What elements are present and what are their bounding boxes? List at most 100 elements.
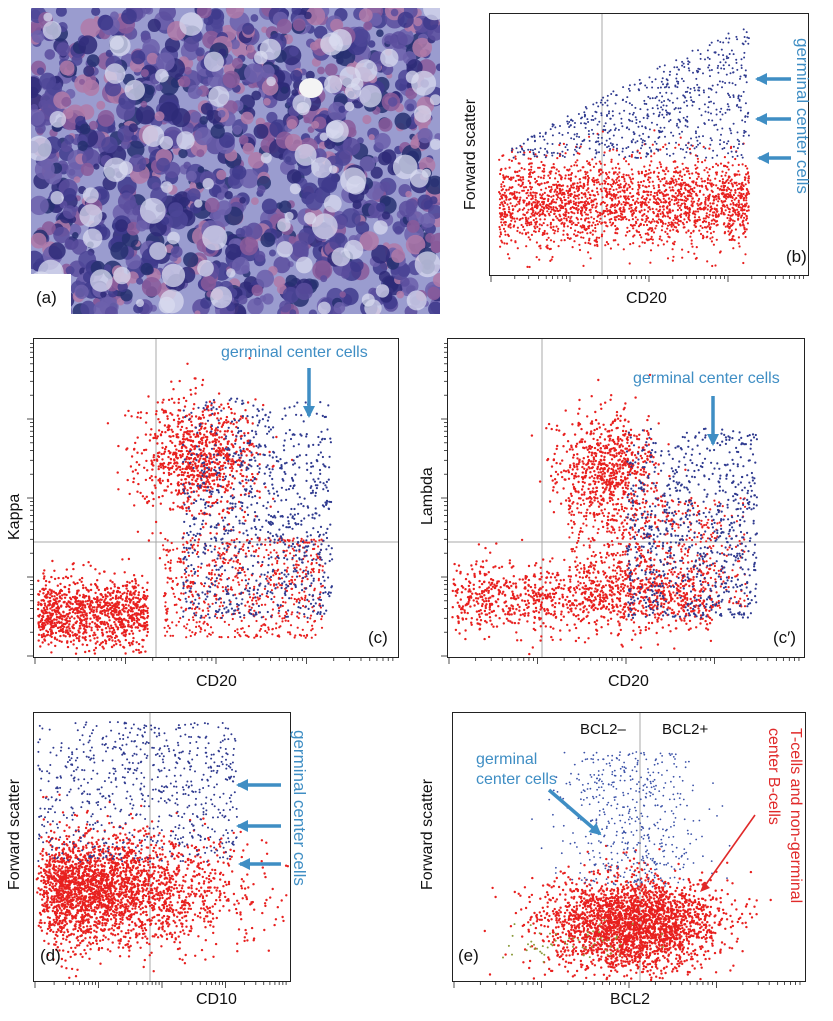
data-point xyxy=(93,652,97,655)
data-point xyxy=(731,219,734,222)
data-point xyxy=(743,178,747,181)
cell xyxy=(217,109,226,118)
cell xyxy=(178,148,188,159)
data-point xyxy=(586,197,589,200)
data-point xyxy=(644,220,647,223)
data-point xyxy=(587,251,590,254)
data-point xyxy=(723,231,727,234)
background-gap xyxy=(429,94,440,106)
data-point xyxy=(528,175,531,178)
data-point xyxy=(594,223,597,227)
cell xyxy=(168,202,184,218)
data-point xyxy=(727,213,730,217)
data-point xyxy=(578,248,582,252)
cell xyxy=(126,140,145,159)
data-point xyxy=(577,170,580,173)
data-point xyxy=(657,175,660,178)
data-point xyxy=(705,212,708,215)
data-point xyxy=(77,629,80,632)
data-point xyxy=(709,237,712,240)
data-point xyxy=(68,627,71,630)
cell xyxy=(394,112,412,130)
data-point xyxy=(582,139,585,142)
data-point xyxy=(717,53,720,56)
data-point xyxy=(614,219,617,222)
data-point xyxy=(703,219,706,223)
data-point xyxy=(745,196,748,199)
data-point xyxy=(654,78,657,81)
data-point xyxy=(533,214,536,217)
cell xyxy=(194,310,201,314)
data-point xyxy=(687,216,690,219)
data-point xyxy=(649,193,652,196)
data-point xyxy=(124,603,128,606)
data-point xyxy=(527,194,530,197)
data-point xyxy=(566,225,569,228)
data-point xyxy=(554,209,557,212)
data-point xyxy=(715,171,719,174)
data-point xyxy=(584,195,587,198)
cell xyxy=(278,200,292,214)
data-point xyxy=(602,212,605,215)
data-point xyxy=(513,224,516,227)
data-point xyxy=(525,218,528,221)
cell xyxy=(430,241,440,254)
data-point xyxy=(627,146,630,148)
data-point xyxy=(669,180,672,183)
data-point xyxy=(126,580,129,584)
data-point xyxy=(679,220,682,223)
data-point xyxy=(716,204,719,207)
background-gap xyxy=(311,157,332,178)
data-point xyxy=(728,227,731,230)
data-point xyxy=(708,147,711,150)
data-point xyxy=(557,196,560,199)
data-point xyxy=(78,578,81,581)
data-point xyxy=(528,168,531,171)
cell xyxy=(311,120,320,129)
data-point xyxy=(537,175,540,178)
cell xyxy=(187,188,201,202)
data-point xyxy=(736,68,739,71)
data-point xyxy=(514,179,517,183)
data-point xyxy=(667,170,670,173)
data-point xyxy=(739,75,742,78)
data-point xyxy=(729,224,733,227)
data-point xyxy=(631,182,634,185)
data-point xyxy=(92,634,95,637)
data-point xyxy=(137,593,140,597)
data-point xyxy=(581,166,584,169)
data-point xyxy=(704,198,707,201)
data-point xyxy=(651,86,654,89)
data-point xyxy=(728,81,731,84)
data-point xyxy=(745,199,748,202)
data-point xyxy=(718,197,721,200)
data-point xyxy=(596,244,599,248)
data-point xyxy=(672,219,675,222)
cell xyxy=(140,262,153,276)
data-point xyxy=(559,204,562,207)
data-point xyxy=(70,615,73,618)
data-point xyxy=(535,241,538,244)
data-point xyxy=(697,204,700,207)
data-point xyxy=(532,151,535,154)
data-point xyxy=(63,585,66,589)
data-point xyxy=(705,166,708,169)
cell xyxy=(206,113,214,121)
data-point xyxy=(666,82,669,85)
data-point xyxy=(671,178,674,182)
data-point xyxy=(747,111,750,114)
data-point xyxy=(710,139,713,142)
data-point xyxy=(646,153,649,156)
data-point xyxy=(572,221,575,224)
cell xyxy=(381,211,391,220)
data-point xyxy=(42,632,45,636)
data-point xyxy=(610,224,613,227)
data-point xyxy=(661,95,664,98)
data-point xyxy=(704,220,708,223)
data-point xyxy=(671,259,674,262)
data-point xyxy=(688,147,691,151)
cell xyxy=(62,205,77,219)
data-point xyxy=(648,168,651,171)
data-point xyxy=(650,160,653,163)
data-point xyxy=(737,194,740,197)
